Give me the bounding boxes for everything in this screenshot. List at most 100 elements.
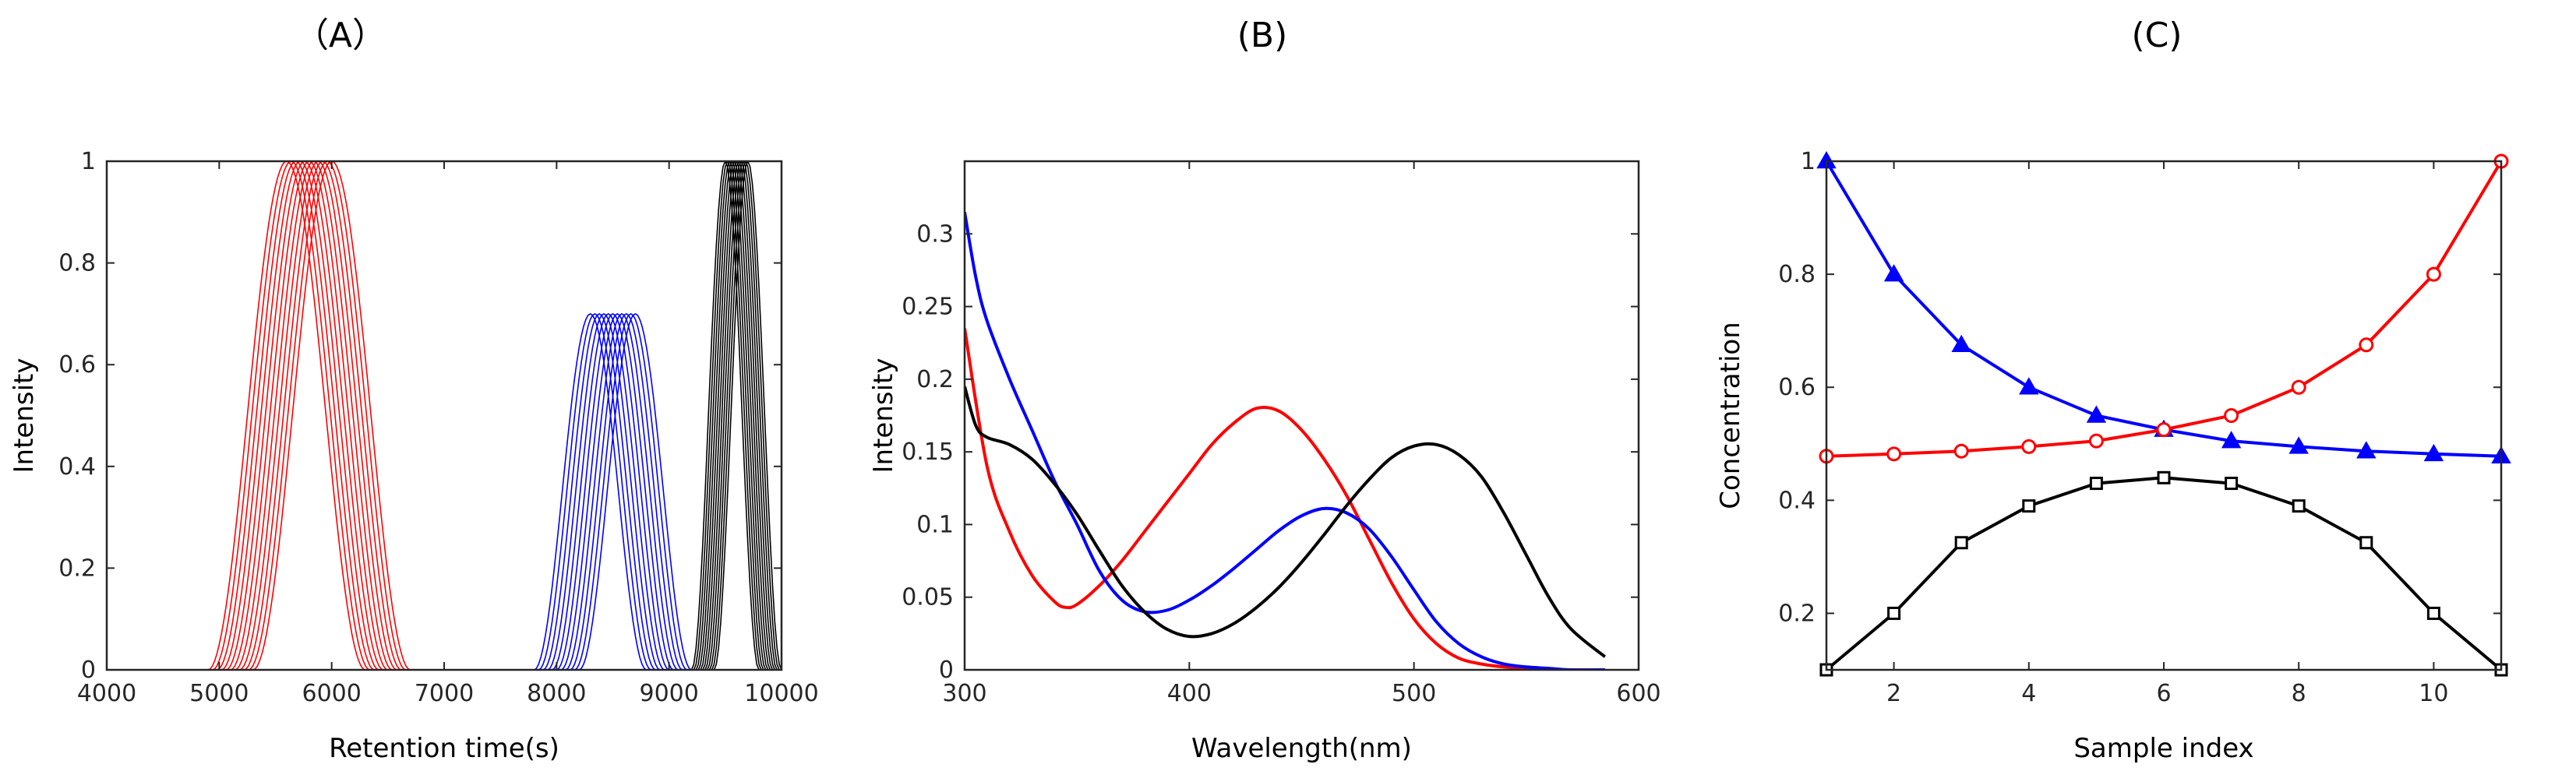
y-tick-label: 0.4	[58, 453, 96, 481]
series-line	[107, 312, 782, 670]
y-tick-label: 1	[1801, 148, 1816, 175]
data-point-triangle	[2356, 441, 2377, 459]
series-line	[107, 312, 782, 670]
y-tick-label: 1	[81, 148, 96, 175]
y-axis-label: Intensity	[9, 358, 40, 474]
y-tick-label: 0.8	[1778, 261, 1816, 288]
series-line	[107, 161, 782, 670]
series-line-black	[1825, 476, 2503, 671]
series-line	[107, 161, 782, 670]
y-tick-label: 0.1	[916, 511, 954, 538]
series-line	[107, 161, 782, 670]
x-tick-label: 10000	[744, 680, 818, 707]
x-tick-label: 6	[2156, 680, 2171, 707]
x-axis-label: Retention time(s)	[329, 733, 559, 764]
y-tick-label: 0.4	[1778, 487, 1816, 514]
y-tick-label: 0.3	[916, 220, 954, 248]
panel-b: (B) 300 400 500 600 0 0.05 0.1 0.15 0.2 0.25 0.3 Wav…	[868, 16, 1661, 764]
data-point-triangle	[2086, 405, 2107, 423]
series-line	[107, 161, 782, 670]
data-point-circle	[2156, 422, 2172, 438]
y-tick-label: 0.05	[902, 584, 954, 611]
x-tick-label: 2	[1886, 680, 1901, 707]
data-point-circle	[2224, 408, 2239, 423]
y-axis-label: Concentration	[1715, 322, 1746, 509]
series-line	[107, 161, 782, 670]
series-line-blue	[965, 211, 1605, 670]
x-tick-label: 8000	[527, 680, 586, 707]
data-point-square	[2022, 499, 2036, 513]
data-point-triangle	[2423, 443, 2444, 462]
y-tick-label: 0.2	[916, 366, 954, 393]
data-point-triangle	[1951, 334, 1971, 353]
series-line	[107, 312, 782, 670]
y-tick-label: 0.2	[58, 555, 96, 582]
y-tick-label: 0.8	[58, 250, 96, 277]
series-line	[107, 312, 782, 670]
x-tick-label: 600	[1616, 680, 1660, 707]
axes-box	[105, 160, 783, 671]
series-line	[107, 161, 782, 670]
data-point-square	[1887, 606, 1901, 620]
series-line	[107, 161, 782, 670]
series-line-red	[965, 328, 1605, 670]
series-line	[107, 161, 782, 670]
x-tick-label: 9000	[639, 680, 698, 707]
x-tick-label: 4000	[77, 680, 136, 707]
series-line	[107, 161, 782, 670]
plot-area	[965, 211, 1607, 670]
series-black-family	[107, 161, 782, 670]
data-point-triangle	[2019, 377, 2039, 395]
plot-area	[107, 161, 782, 670]
panel-title: （A）	[295, 16, 386, 55]
x-tick-label: 10	[2419, 680, 2448, 707]
panel-title: (B)	[1237, 16, 1288, 55]
series-line	[107, 161, 782, 670]
series-line	[107, 161, 782, 670]
series-line	[107, 312, 782, 670]
data-point-circle	[2359, 337, 2374, 353]
y-tick-label: 0.2	[1778, 600, 1816, 627]
series-line	[107, 312, 782, 670]
x-tick-label: 300	[942, 680, 986, 707]
axes-box	[1825, 160, 2503, 671]
y-tick-label: 0	[81, 657, 96, 684]
series-line	[107, 161, 782, 670]
series-line	[107, 312, 782, 670]
series-line	[107, 161, 782, 670]
series-line	[107, 161, 782, 670]
axes-box	[963, 160, 1640, 671]
data-point-square	[2157, 470, 2171, 484]
x-tick-label: 4	[2021, 680, 2036, 707]
series-line	[107, 161, 782, 670]
series-line	[107, 312, 782, 670]
data-point-triangle	[2288, 436, 2309, 454]
series-line-black	[965, 386, 1607, 658]
data-point-circle	[1886, 446, 1902, 462]
x-tick-label: 500	[1392, 680, 1436, 707]
series-line	[107, 161, 782, 670]
data-point-square	[1954, 536, 1968, 550]
data-point-triangle	[2221, 431, 2242, 449]
series-line	[107, 161, 782, 670]
data-point-square	[2426, 606, 2440, 620]
data-point-square	[2225, 477, 2239, 491]
x-tick-label: 7000	[415, 680, 474, 707]
series-line	[107, 161, 782, 670]
series-red-family	[107, 161, 782, 670]
series-line	[107, 161, 782, 670]
series-blue-family	[107, 312, 782, 670]
data-point-circle	[2021, 439, 2037, 454]
x-tick-label: 5000	[189, 680, 249, 707]
data-point-circle	[1953, 443, 1969, 459]
panel-title: (C)	[2131, 16, 2182, 55]
x-tick-label: 8	[2292, 680, 2306, 707]
series-line	[107, 161, 782, 670]
panel-a: （A） 4000 5000 6000 7000 8000 9000 10000 0 0.2 0.4 0…	[9, 16, 819, 764]
series-line	[107, 161, 782, 670]
y-axis-label: Intensity	[868, 358, 899, 474]
data-point-circle	[2291, 379, 2306, 395]
data-point-circle	[2426, 266, 2441, 282]
y-tick-label: 0.25	[902, 294, 954, 321]
